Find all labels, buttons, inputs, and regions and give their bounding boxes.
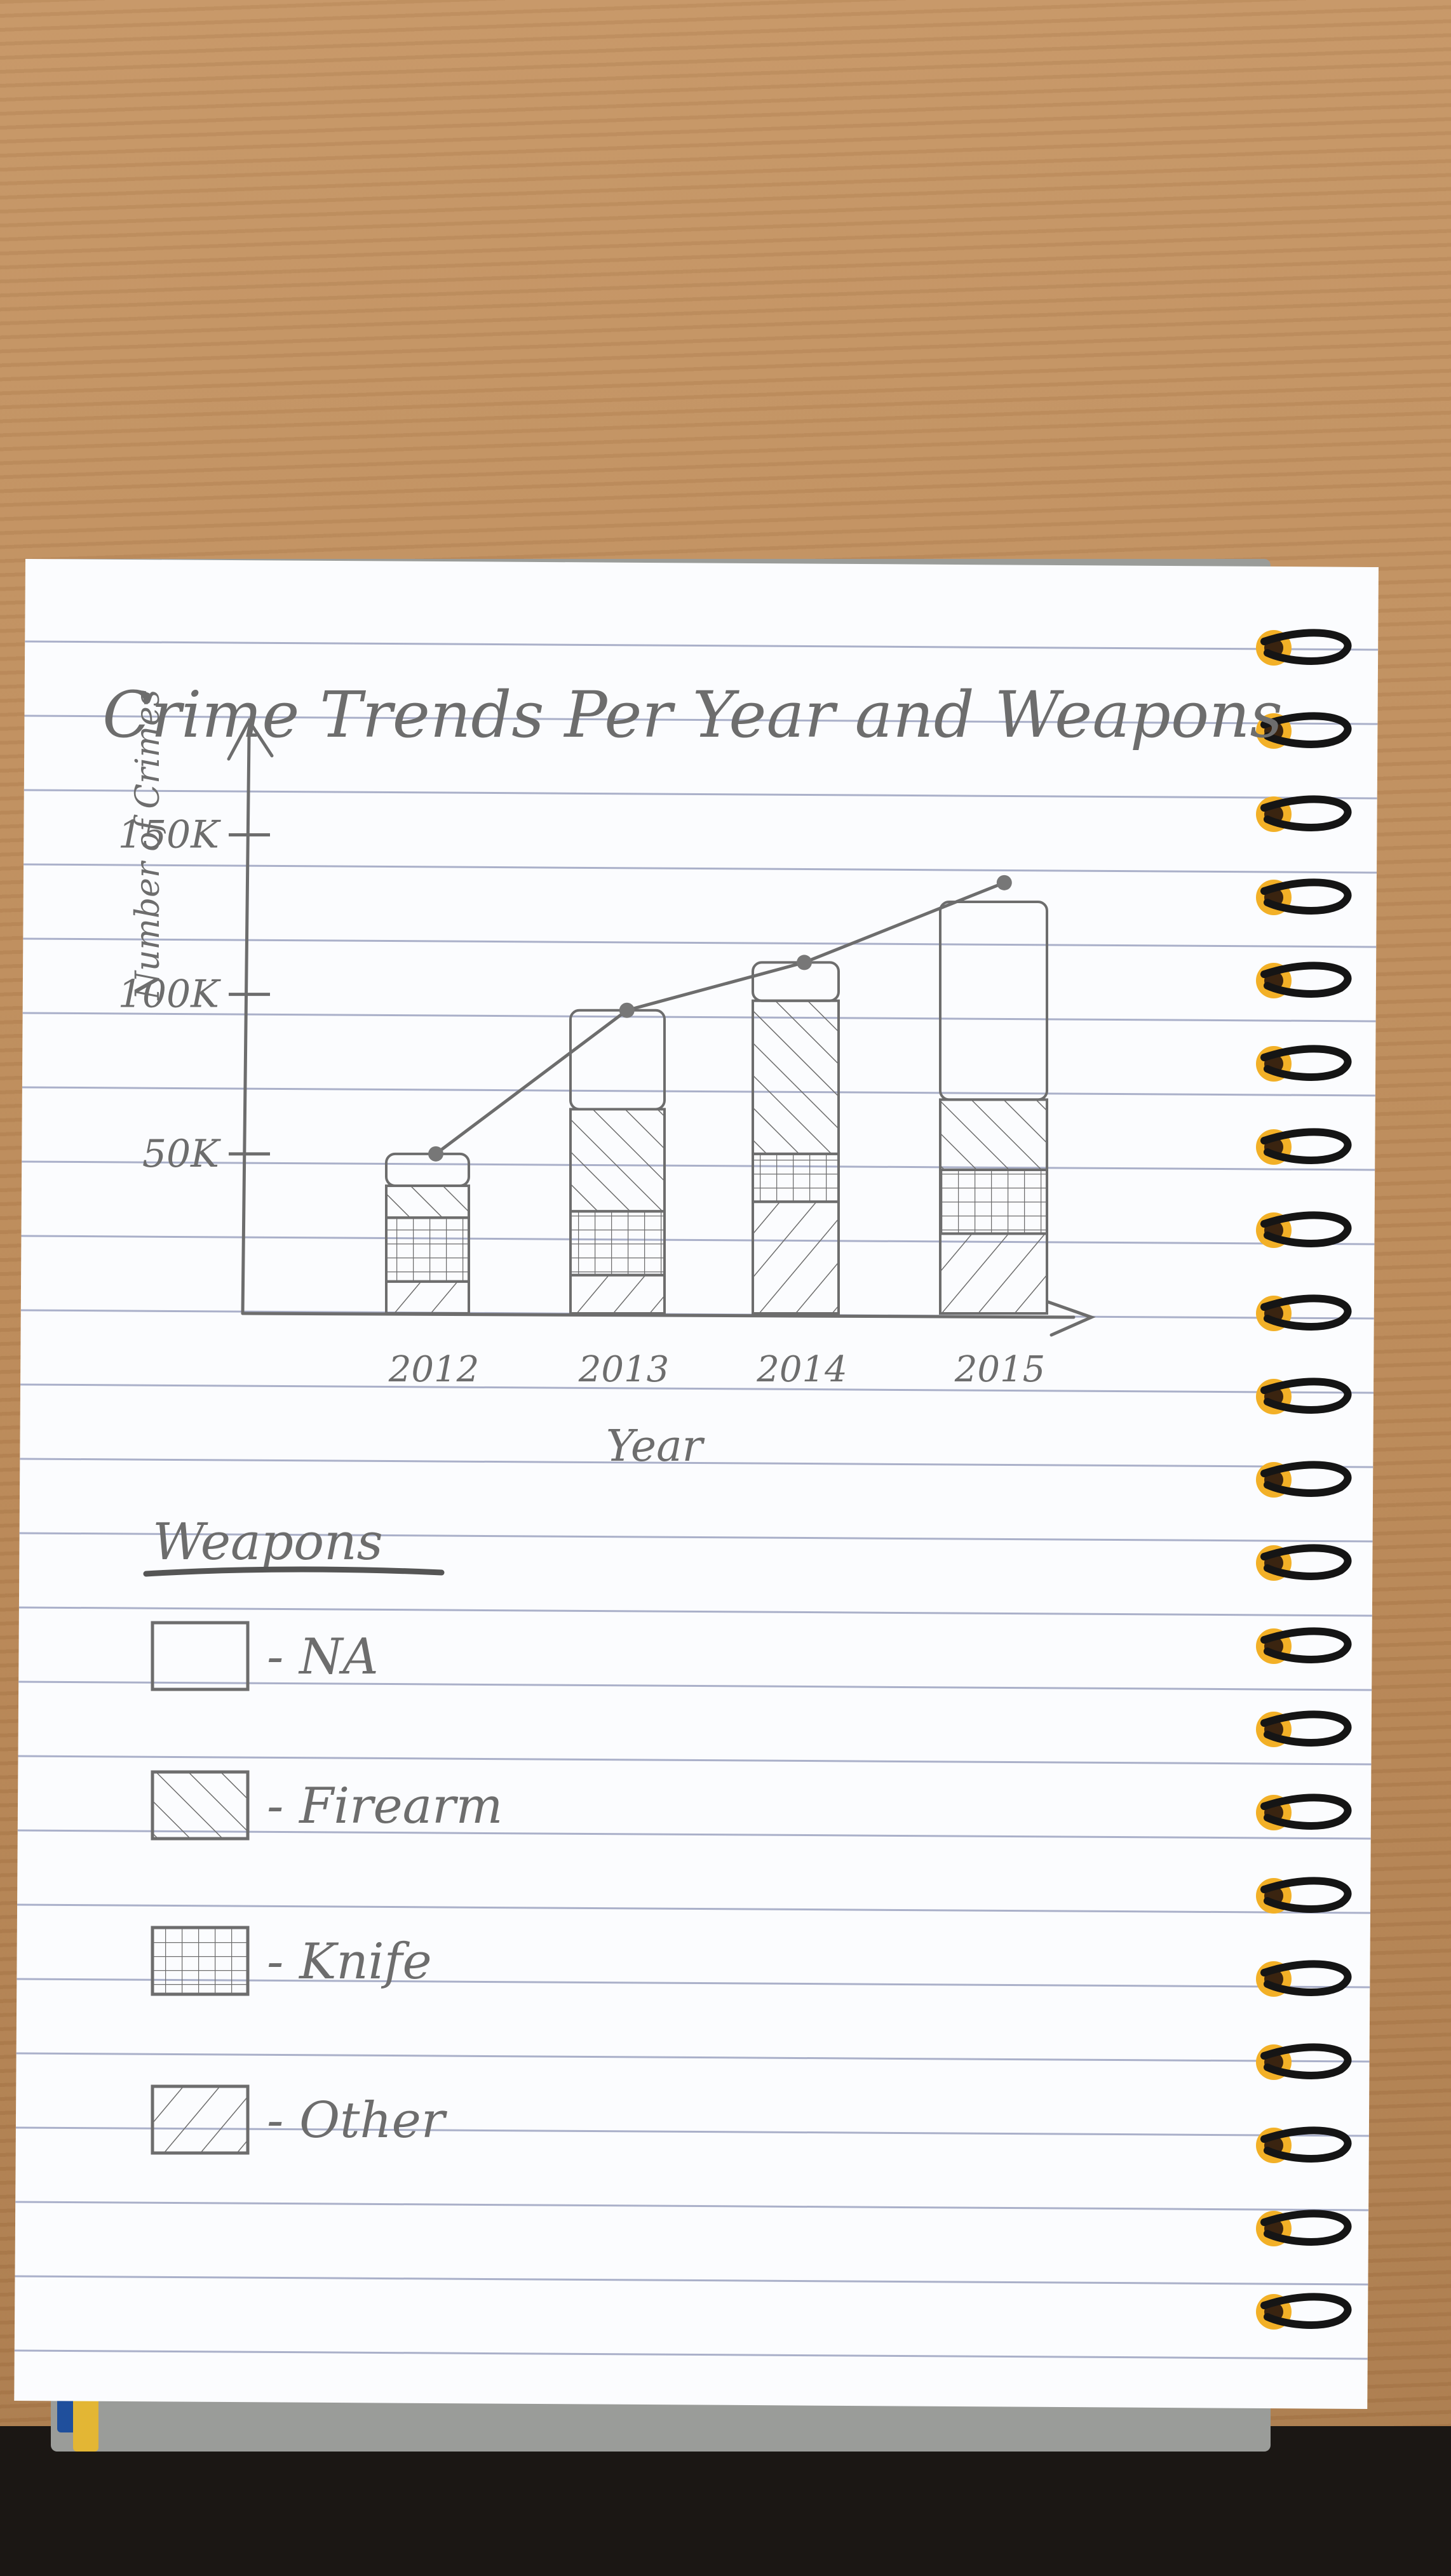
spiral-ring xyxy=(1256,1627,1352,1664)
bar-segment xyxy=(752,961,840,1002)
y-tick-label: 100K xyxy=(118,972,222,1017)
spiral-binding xyxy=(1256,629,1352,2330)
y-axis-line xyxy=(241,735,251,1315)
ruled-line xyxy=(15,2275,1368,2286)
bar-segment xyxy=(385,1184,470,1219)
trend-point xyxy=(619,1002,635,1018)
x-axis-line xyxy=(241,1311,1076,1319)
bar-segment xyxy=(385,1152,470,1188)
spiral-ring xyxy=(1256,1960,1352,1997)
legend: - NA - Firearm - Knife - Other xyxy=(151,1621,503,2155)
ruled-line xyxy=(15,2201,1369,2211)
legend-label: - Firearm xyxy=(267,1778,503,1835)
spiral-ring xyxy=(1256,2210,1352,2246)
spiral-ring xyxy=(1256,878,1352,915)
ruled-line xyxy=(19,1532,1373,1543)
spiral-ring xyxy=(1256,1045,1352,1082)
legend-label: - Knife xyxy=(267,1933,432,1990)
bar-segment xyxy=(569,1273,666,1315)
trend-point xyxy=(428,1146,443,1162)
y-tick-label: 150K xyxy=(118,812,222,857)
bar-segment xyxy=(752,999,840,1155)
legend-title-underline xyxy=(143,1566,445,1577)
axes xyxy=(227,718,1096,1337)
ruled-line xyxy=(18,1606,1372,1617)
legend-title: Weapons xyxy=(152,1512,383,1571)
legend-item: - Firearm xyxy=(151,1770,503,1841)
ruled-line xyxy=(18,1755,1372,1766)
x-tick-label: 2014 xyxy=(756,1349,847,1390)
spiral-ring xyxy=(1256,1378,1352,1414)
ruled-line xyxy=(22,1086,1375,1097)
bar-segment xyxy=(939,900,1048,1101)
spiral-ring xyxy=(1256,712,1352,749)
y-tick-label: 50K xyxy=(142,1132,221,1176)
ruled-line xyxy=(21,1235,1375,1245)
ruled-line xyxy=(20,1458,1373,1468)
x-axis-arrow xyxy=(1046,1300,1096,1337)
legend-label: - Other xyxy=(267,2092,448,2149)
spiral-ring xyxy=(1256,1710,1352,1747)
spiral-ring xyxy=(1256,1877,1352,1914)
spiral-ring xyxy=(1256,1461,1352,1498)
legend-item: - Other xyxy=(151,2084,448,2155)
bar-segment xyxy=(385,1280,470,1315)
spiral-ring xyxy=(1256,1544,1352,1581)
bar-segment xyxy=(385,1216,470,1283)
y-ticks: 50K 100K 150K xyxy=(118,812,270,1176)
spiral-ring xyxy=(1256,1128,1352,1165)
chart-title: Crime Trends Per Year and Weapons xyxy=(102,678,1283,752)
spiral-ring xyxy=(1256,1211,1352,1248)
bar-segment xyxy=(752,1152,840,1204)
x-tick-label: 2015 xyxy=(954,1349,1046,1390)
legend-swatch xyxy=(151,1621,250,1691)
x-tick-label: 2012 xyxy=(388,1349,480,1390)
spiral-ring xyxy=(1256,2126,1352,2163)
y-axis-arrow xyxy=(227,718,274,761)
trend-point xyxy=(797,955,812,970)
spiral-ring xyxy=(1256,2293,1352,2330)
y-axis-label: Number of Crimes xyxy=(129,690,167,1002)
trend-line xyxy=(428,875,1012,1162)
spiral-ring xyxy=(1256,1294,1352,1331)
ruled-line xyxy=(17,1903,1371,1914)
ruled-line xyxy=(24,714,1378,725)
spiral-ring xyxy=(1256,2043,1352,2080)
ruled-line xyxy=(14,2349,1368,2360)
legend-label: - NA xyxy=(267,1628,379,1686)
spiral-ring xyxy=(1256,962,1352,998)
ruled-line xyxy=(23,937,1377,948)
legend-swatch xyxy=(151,1770,250,1841)
x-ticks: 2012 2013 2014 2015 xyxy=(388,1349,1046,1390)
bar-segment xyxy=(569,1009,666,1111)
bar-segment xyxy=(569,1108,666,1213)
bar-segment xyxy=(569,1210,666,1277)
spiral-ring xyxy=(1256,795,1352,832)
trend-point xyxy=(996,875,1012,890)
bar-segment xyxy=(939,1098,1048,1171)
spiral-ring xyxy=(1256,1794,1352,1830)
x-axis-label: Year xyxy=(606,1421,705,1472)
legend-swatch xyxy=(151,2084,250,2155)
x-tick-label: 2013 xyxy=(578,1349,670,1390)
legend-item: - NA xyxy=(151,1621,379,1691)
ruled-line xyxy=(20,1383,1374,1394)
trend-polyline xyxy=(435,881,1005,1155)
bars xyxy=(385,900,1048,1315)
ruled-line xyxy=(25,640,1379,651)
spiral-ring xyxy=(1256,629,1352,666)
y-axis-label-group: Number of Crimes xyxy=(129,690,167,1002)
bar-segment xyxy=(939,1168,1048,1235)
bar-segment xyxy=(939,1232,1048,1315)
legend-swatch xyxy=(151,1926,250,1996)
bar-segment xyxy=(752,1200,840,1315)
ruled-line xyxy=(18,1680,1372,1691)
ruled-line xyxy=(22,1160,1375,1171)
legend-item: - Knife xyxy=(151,1926,432,1996)
ruled-line xyxy=(16,2052,1370,2063)
ruled-line xyxy=(22,1012,1376,1023)
